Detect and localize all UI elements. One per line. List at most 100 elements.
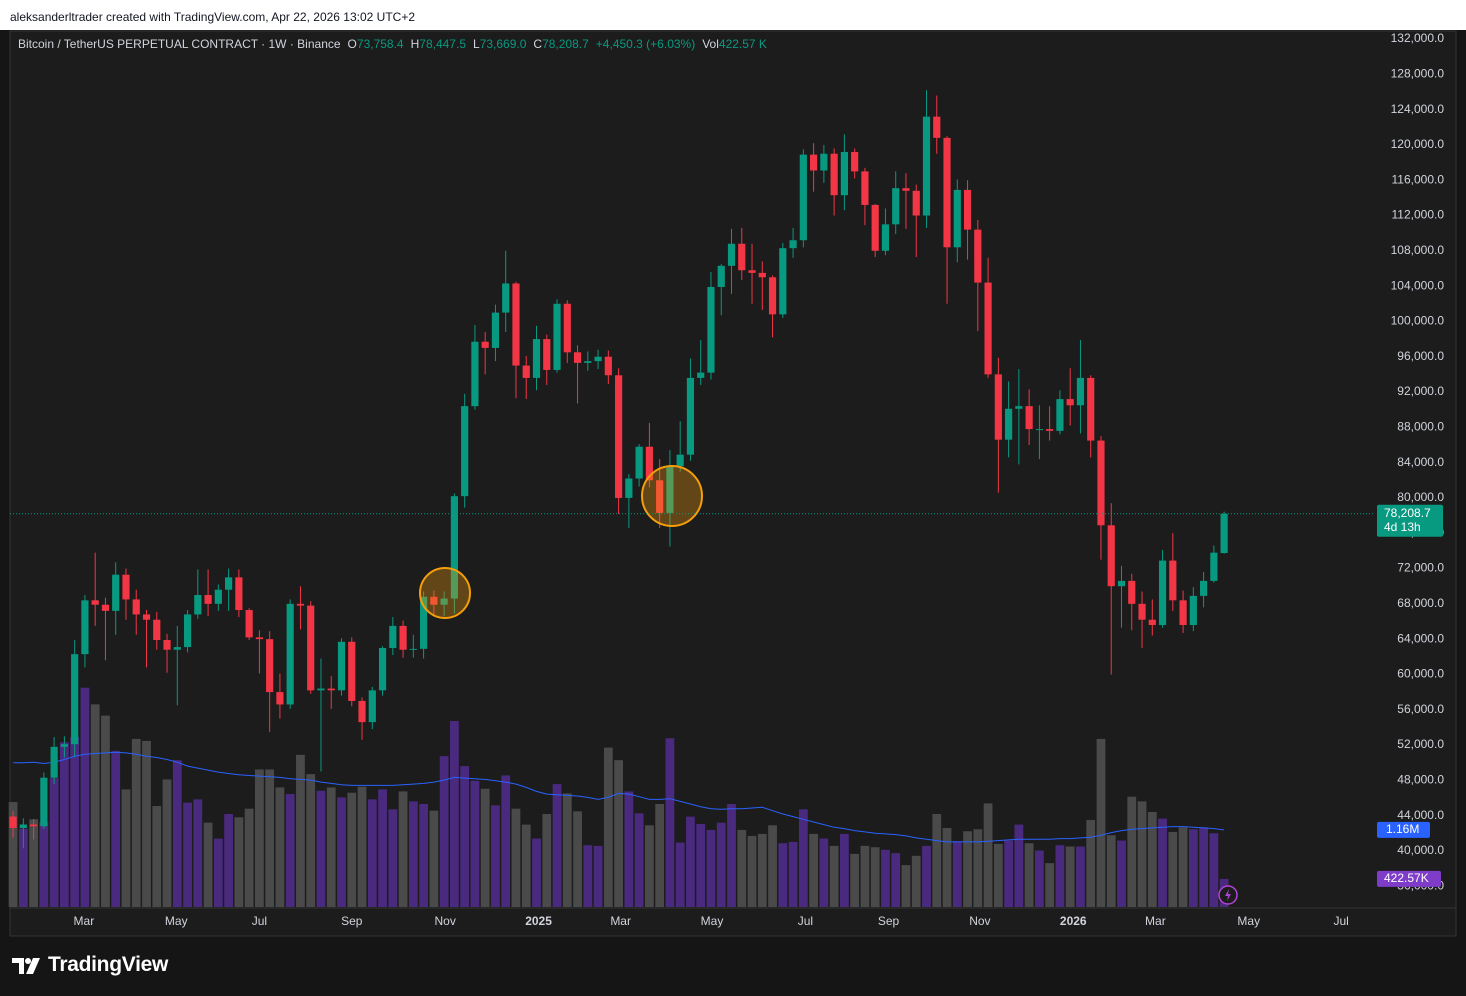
candle-body xyxy=(1117,580,1126,587)
candle-body xyxy=(173,647,181,650)
annotations xyxy=(419,465,1238,905)
y-tick-label: 64,000.0 xyxy=(1397,631,1444,645)
candle-body xyxy=(286,603,294,705)
x-tick-label: Mar xyxy=(1145,914,1166,928)
candle-body xyxy=(276,692,284,705)
price-labels: 78,208.74d 13h 1.16M 422.57K xyxy=(10,504,1443,887)
volume-bar xyxy=(973,829,983,907)
volume-bar xyxy=(1014,824,1024,907)
volume-bar xyxy=(121,789,131,907)
volume-bar xyxy=(1086,819,1096,907)
candle-body xyxy=(471,341,479,407)
volume-bar xyxy=(1035,850,1044,907)
candle-body xyxy=(543,339,551,370)
legend-key: C xyxy=(533,37,543,51)
candle-body xyxy=(399,625,407,650)
attribution-bar: aleksanderltrader created with TradingVi… xyxy=(0,0,1466,30)
candle-body xyxy=(553,303,561,370)
candle-body xyxy=(840,151,848,196)
volume-bar xyxy=(993,843,1003,907)
x-tick-label: 2026 xyxy=(1060,914,1087,928)
volume-bar xyxy=(378,789,387,907)
y-tick-label: 44,000.0 xyxy=(1397,808,1444,822)
legend-value: 73,758.4 xyxy=(356,37,404,51)
volume-bar xyxy=(480,788,490,907)
highlight-circle xyxy=(641,465,703,527)
x-tick-label: May xyxy=(165,914,188,928)
candle-body xyxy=(1158,560,1167,626)
candle-body xyxy=(748,270,756,273)
y-tick-label: 72,000.0 xyxy=(1397,561,1444,575)
axis-layer: 132,000.0 128,000.0 124,000.0 120,000.0 116,… xyxy=(74,31,1445,928)
volume-bar xyxy=(768,825,777,907)
y-tick-label: 104,000.0 xyxy=(1391,278,1445,292)
volume-bar xyxy=(1199,827,1208,907)
candle-body xyxy=(707,287,715,373)
brand-logo xyxy=(12,958,40,974)
volume-bar xyxy=(942,827,952,907)
candle-body xyxy=(307,605,315,691)
volume-bar xyxy=(819,838,829,907)
candle-body xyxy=(91,600,99,605)
volume-bar xyxy=(347,792,357,907)
volume-bar xyxy=(542,813,552,907)
volume-bar xyxy=(983,803,993,907)
highlight-circle xyxy=(419,567,471,619)
volume-bar xyxy=(686,816,695,907)
candle-body xyxy=(820,153,828,171)
volume-bar xyxy=(29,819,38,907)
volume-bar xyxy=(1117,840,1126,907)
volume-bar xyxy=(429,810,439,907)
legend: Bitcoin / TetherUS PERPETUAL CONTRACT · … xyxy=(18,37,774,51)
candle-body xyxy=(194,595,202,615)
volume-bar xyxy=(1106,835,1116,907)
candle-body xyxy=(1220,513,1228,554)
volume-bar xyxy=(234,817,244,907)
candle-body xyxy=(604,356,612,376)
candle-body xyxy=(450,496,458,599)
candle-body xyxy=(112,574,120,611)
legend-value: 78,447.5 xyxy=(419,37,466,51)
x-tick-label: Mar xyxy=(74,914,95,928)
volume-bar xyxy=(18,828,28,907)
x-tick-label: Jul xyxy=(1333,914,1348,928)
candle-body xyxy=(1189,595,1197,626)
candle-body xyxy=(132,599,140,615)
candle-body xyxy=(481,341,489,348)
symbol: Bitcoin / TetherUS PERPETUAL CONTRACT · … xyxy=(18,37,341,51)
volume-bar xyxy=(213,838,223,907)
candle-body xyxy=(461,406,469,497)
volume-bar xyxy=(101,715,110,907)
volume-bar xyxy=(532,838,541,907)
candle-body xyxy=(71,654,79,745)
x-tick-label: May xyxy=(1237,914,1260,928)
x-tick-label: Sep xyxy=(878,914,900,928)
candle-body xyxy=(430,596,438,605)
volume-bar xyxy=(963,831,972,907)
volume-bar xyxy=(716,822,726,907)
volume-bar xyxy=(860,845,870,907)
volume-bar xyxy=(296,754,305,907)
volume-bar xyxy=(1158,818,1167,907)
volume-bar xyxy=(1147,811,1157,907)
candle-body xyxy=(902,188,910,191)
ma-label-box xyxy=(1377,821,1430,838)
volume-bar xyxy=(244,808,254,907)
candle-body xyxy=(358,700,366,723)
candle-body xyxy=(1107,525,1115,587)
attribution: aleksanderltrader created with TradingVi… xyxy=(10,10,416,24)
candle-body xyxy=(963,189,972,230)
candle-body xyxy=(1025,406,1033,430)
volume-bar xyxy=(408,801,418,907)
candle-body xyxy=(563,303,571,353)
volume-bar xyxy=(645,825,654,907)
volume-bar xyxy=(60,742,69,907)
volume-bar xyxy=(901,865,911,907)
candle-body xyxy=(573,352,582,363)
candle-body xyxy=(9,816,17,829)
candle-body xyxy=(204,595,212,604)
ohlc: O73,758.4 H78,447.5 L73,669.0 C78,208.7 xyxy=(348,37,596,51)
legend-value: 73,669.0 xyxy=(479,37,527,51)
volume-bar xyxy=(952,841,962,907)
